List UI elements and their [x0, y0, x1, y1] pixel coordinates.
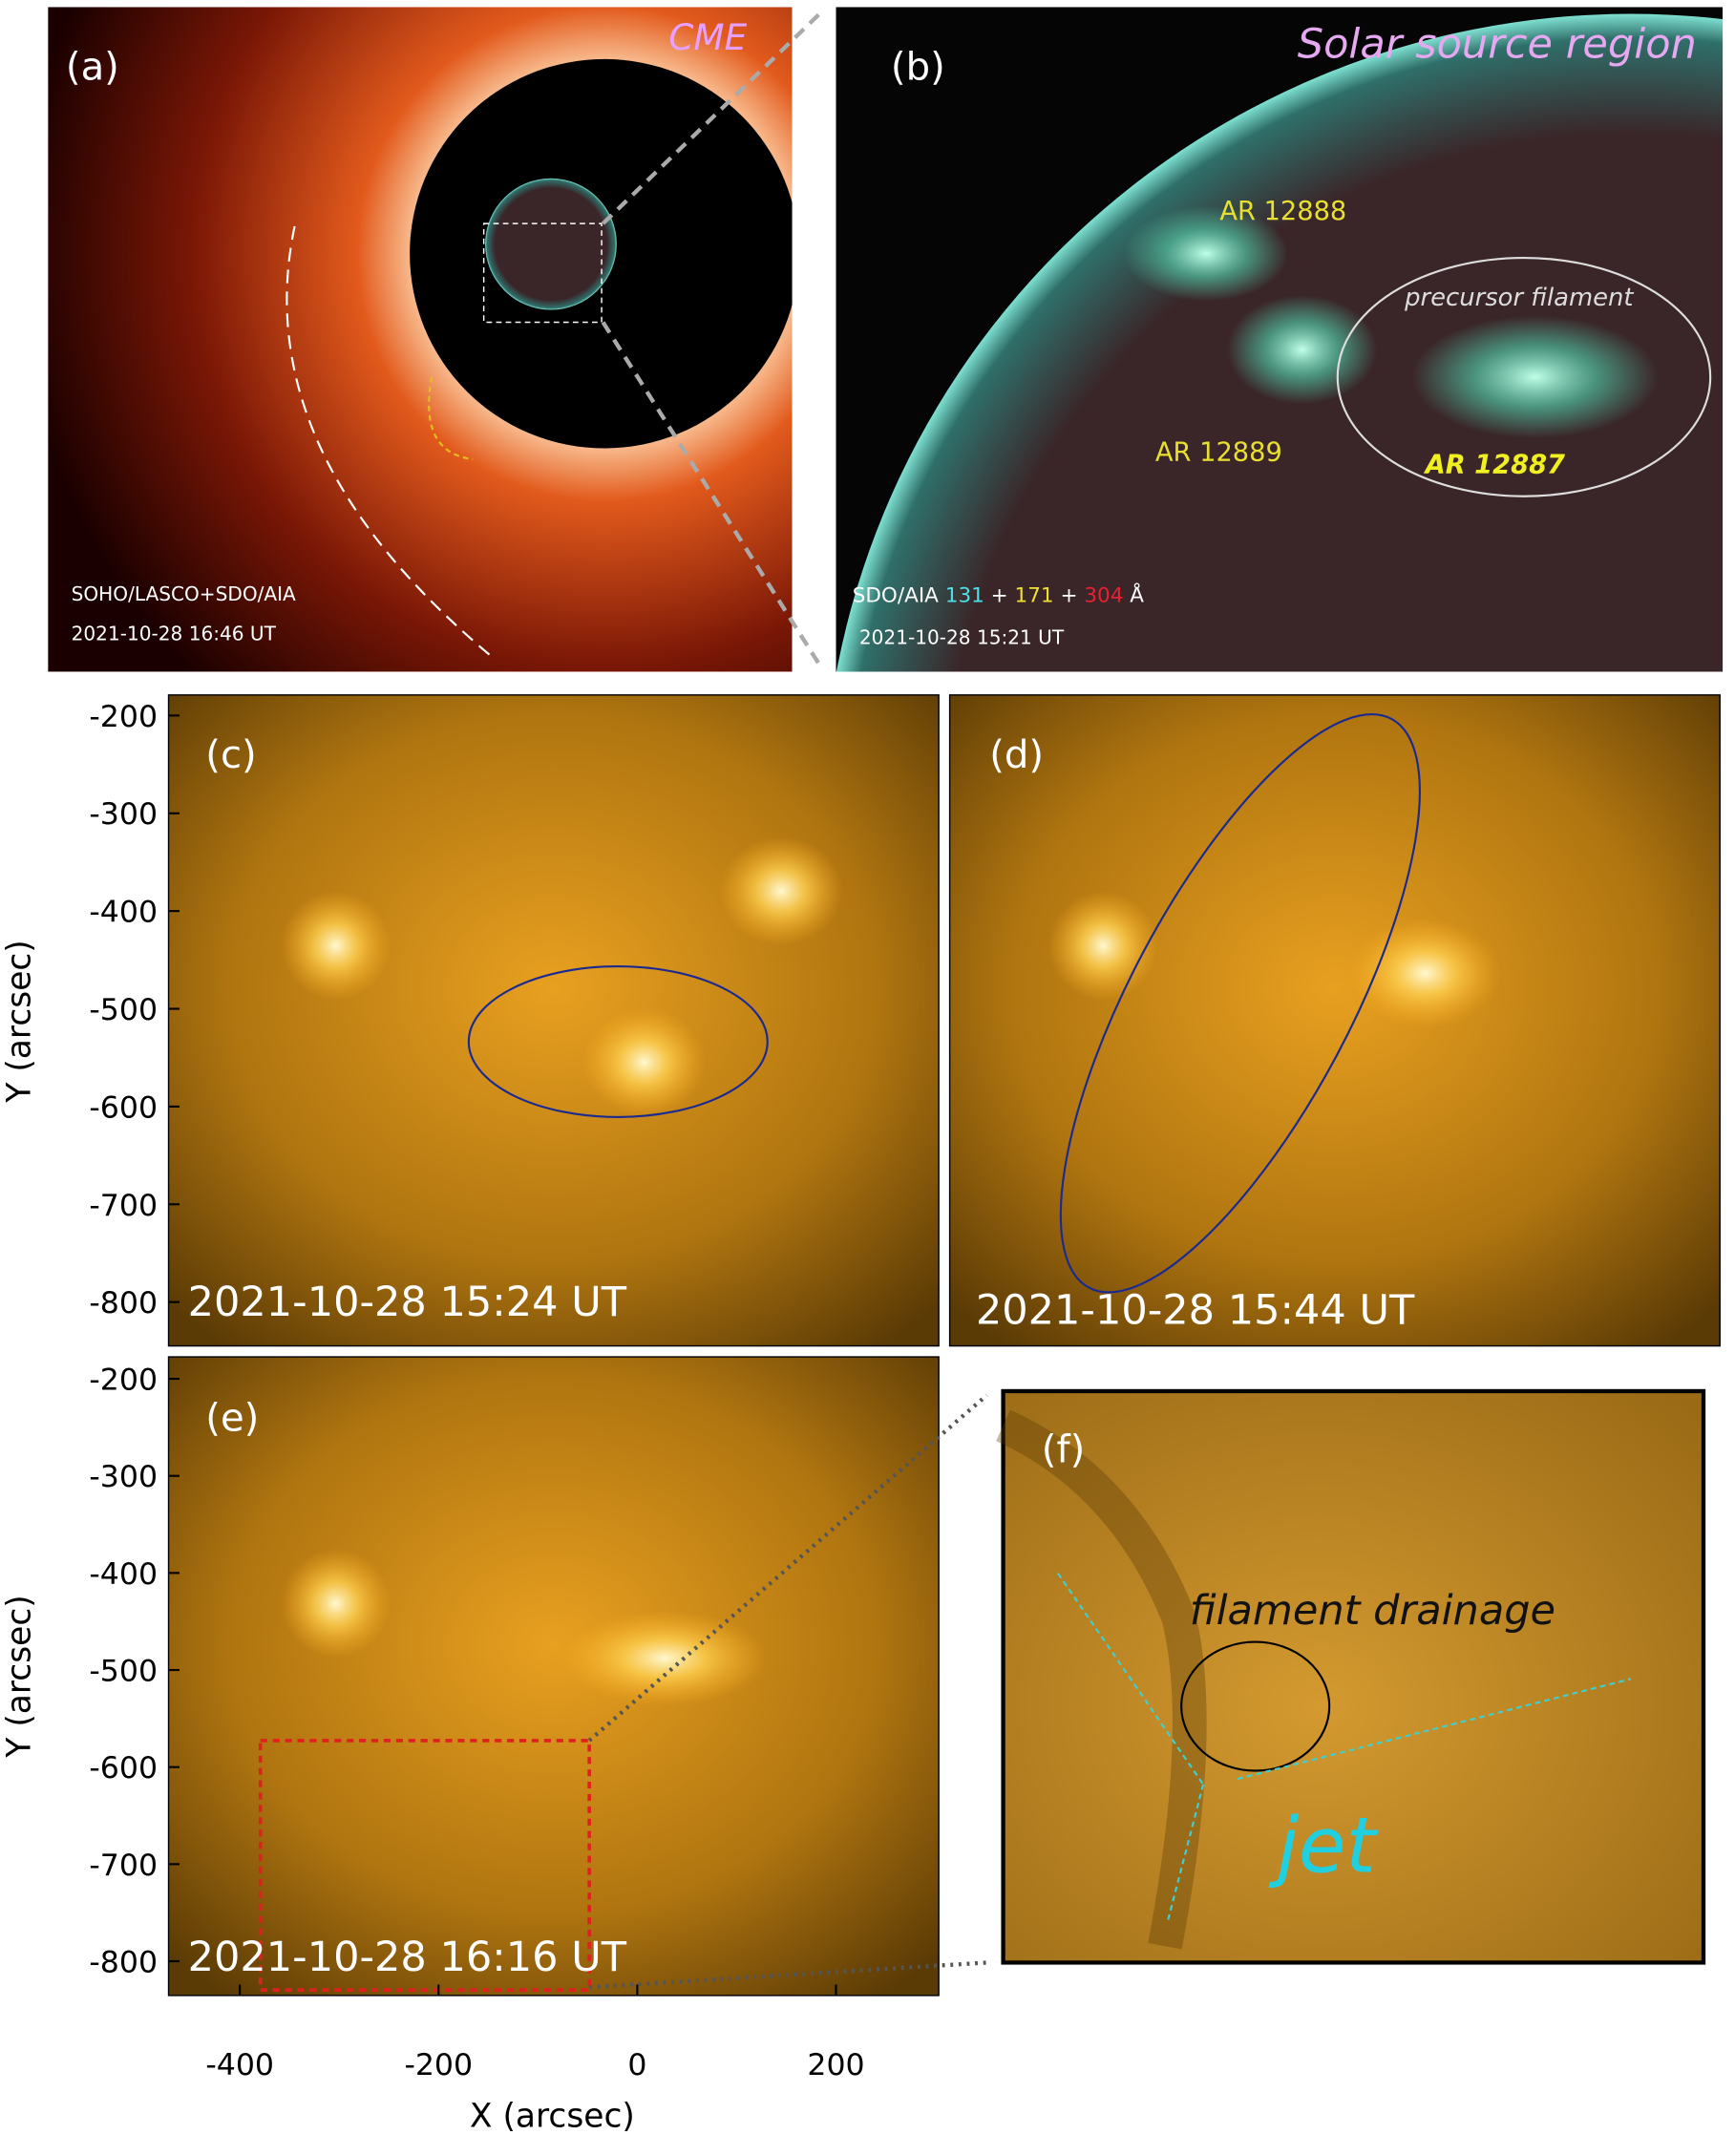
connector [601, 321, 822, 666]
y-axis-label: Y (arcsec) [1, 1595, 39, 1758]
y-tick-label: -800 [89, 1945, 158, 1979]
active-region [1123, 205, 1289, 302]
instrument: SDO/AIA 131 + 171 + 304 Å [853, 581, 1145, 607]
filament-ellipse [467, 964, 769, 1118]
timestamp: 2021-10-28 15:44 UT [976, 1287, 1415, 1335]
feature-label: jet [1268, 1801, 1379, 1891]
region-label: AR 12889 [1155, 437, 1282, 467]
panel-title: CME [668, 16, 747, 58]
panel-f [996, 1388, 1706, 1965]
y-tick-label: -700 [89, 1849, 158, 1883]
y-axis-label: Y (arcsec) [1, 940, 39, 1103]
x-tick-label: 0 [627, 2048, 646, 2082]
zoom-box [482, 222, 603, 324]
x-tick-label: -400 [205, 2048, 274, 2082]
panel-a [48, 7, 793, 672]
aia-image [948, 694, 1721, 1347]
timestamp: 2021-10-28 16:16 UT [188, 1934, 627, 1981]
y-tick-label: -500 [89, 993, 158, 1027]
core-outline [428, 376, 474, 461]
y-tick-label: -600 [89, 1090, 158, 1125]
y-tick-label: -500 [89, 1655, 158, 1689]
text: Å [1130, 581, 1144, 607]
active-region [1411, 315, 1659, 439]
panel-label: (d) [989, 733, 1044, 777]
instrument: SOHO/LASCO+SDO/AIA [72, 582, 296, 605]
panel-label: (a) [66, 45, 119, 89]
y-tick-label: -600 [89, 1751, 158, 1786]
panel-label: (e) [205, 1397, 259, 1441]
y-tick-label: -200 [89, 700, 158, 734]
panel-label: (f) [1042, 1428, 1086, 1472]
text: + [1060, 583, 1077, 607]
text: SDO/AIA [853, 583, 939, 607]
bright-loops [582, 1007, 707, 1117]
panel-b [836, 7, 1724, 672]
sun-disk [485, 178, 617, 310]
aia-image [167, 694, 940, 1347]
x-axis-label: X (arcsec) [470, 2098, 635, 2136]
cme-front [286, 225, 495, 659]
y-tick-label: -300 [89, 1460, 158, 1494]
aia-zoom-image [1001, 1388, 1706, 1965]
y-tick-label: -800 [89, 1286, 158, 1321]
post-flare-loops [561, 1610, 768, 1707]
zoom-box [258, 1739, 591, 1992]
region-label: AR 12888 [1219, 197, 1346, 226]
panel-d [948, 694, 1721, 1347]
aia-image [167, 1356, 940, 1997]
bright-loops [1047, 891, 1158, 1001]
axis-ticks: -200 -300 -400 -500 -600 -700 -800 -200 -300 -400… [89, 700, 864, 2082]
x-tick-label: -200 [404, 2048, 473, 2082]
y-tick-label: -400 [89, 1557, 158, 1592]
annotation: precursor filament [1404, 284, 1634, 312]
timestamp: 2021-10-28 15:21 UT [859, 626, 1065, 649]
region-ellipse [1336, 256, 1712, 497]
x-tick-label: 200 [807, 2048, 864, 2082]
region-label: AR 12887 [1424, 450, 1565, 479]
jet-outline [1057, 1573, 1632, 1922]
text: + [991, 583, 1008, 607]
y-tick-label: -400 [89, 896, 158, 930]
panel-e [167, 1356, 940, 1997]
filament-ellipse [1059, 713, 1421, 1294]
bright-loops [719, 835, 843, 946]
panel-title: Solar source region [1298, 20, 1697, 68]
text: 171 [1015, 583, 1054, 607]
flare-ribbon [1349, 918, 1501, 1028]
y-tick-label: -300 [89, 797, 158, 832]
panel-c [167, 694, 940, 1347]
text: 131 [945, 583, 984, 607]
panel-label: (c) [205, 733, 256, 777]
connector [589, 1960, 987, 1990]
connector [602, 11, 821, 225]
bright-loops [281, 891, 391, 1001]
annotation: filament drainage [1190, 1587, 1555, 1635]
timestamp: 2021-10-28 16:46 UT [72, 622, 277, 645]
dark-loop [996, 1409, 1207, 1950]
y-tick-label: -200 [89, 1363, 158, 1398]
drainage-ellipse [1180, 1640, 1331, 1772]
connector [587, 1393, 988, 1743]
timestamp: 2021-10-28 15:24 UT [188, 1279, 627, 1326]
y-tick-label: -700 [89, 1189, 158, 1223]
text: 304 [1084, 583, 1123, 607]
active-region [1226, 294, 1378, 405]
panel-label: (b) [891, 45, 945, 89]
bright-loops [281, 1549, 391, 1659]
